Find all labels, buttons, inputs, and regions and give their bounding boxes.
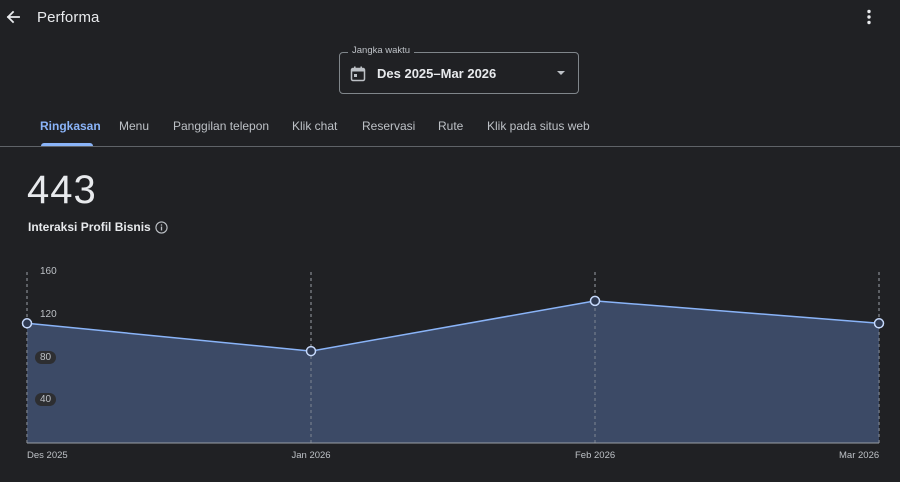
x-tick-label: Des 2025 <box>27 450 68 461</box>
caret-down-icon <box>557 71 565 75</box>
metric-value: 443 <box>27 168 97 212</box>
y-tick-label: 120 <box>40 308 57 320</box>
tabs-divider <box>0 146 900 147</box>
date-range-label: Jangka waktu <box>348 45 415 56</box>
tab-rute[interactable]: Rute <box>438 119 464 133</box>
tab-menu[interactable]: Menu <box>119 119 150 133</box>
active-tab-indicator <box>41 143 93 146</box>
y-tick-label: 160 <box>40 266 57 277</box>
x-tick-label: Jan 2026 <box>291 450 331 461</box>
data-point-2[interactable] <box>589 295 601 307</box>
data-point-1[interactable] <box>305 345 317 357</box>
tab-reservasi[interactable]: Reservasi <box>362 119 416 133</box>
tab-bar: Ringkasan Menu Panggilan telepon Klik ch… <box>0 110 900 146</box>
calendar-icon <box>350 66 366 82</box>
date-range-select[interactable]: Jangka waktu Des 2025–Mar 2026 <box>339 45 579 94</box>
page-title: Performa <box>37 9 100 26</box>
date-range-value: Des 2025–Mar 2026 <box>377 66 497 81</box>
tab-ringkasan[interactable]: Ringkasan <box>40 119 101 133</box>
arrow-left-icon[interactable] <box>2 6 24 28</box>
more-vert-icon[interactable] <box>858 6 880 28</box>
series-line <box>26 300 880 352</box>
metric-label: Interaksi Profil Bisnis <box>28 220 151 234</box>
x-tick-label: Mar 2026 <box>839 450 880 461</box>
data-point-0[interactable] <box>21 318 33 329</box>
series-area <box>27 300 879 443</box>
y-tick-label: 40 <box>35 393 57 407</box>
chart-plot <box>21 272 885 444</box>
y-tick-label: 80 <box>35 350 57 364</box>
x-tick-label: Feb 2026 <box>575 450 616 461</box>
tab-klik-situs-web[interactable]: Klik pada situs web <box>487 119 590 133</box>
top-bar: Performa <box>0 0 900 36</box>
tab-klik-chat[interactable]: Klik chat <box>292 119 338 133</box>
data-point-3[interactable] <box>873 318 885 329</box>
interactions-chart: 160 120 80 40 Des 2025 Jan 2026 Feb 2026 Mar 20… <box>0 262 900 472</box>
tab-panggilan-telepon[interactable]: Panggilan telepon <box>173 119 270 133</box>
info-icon[interactable] <box>155 221 168 234</box>
